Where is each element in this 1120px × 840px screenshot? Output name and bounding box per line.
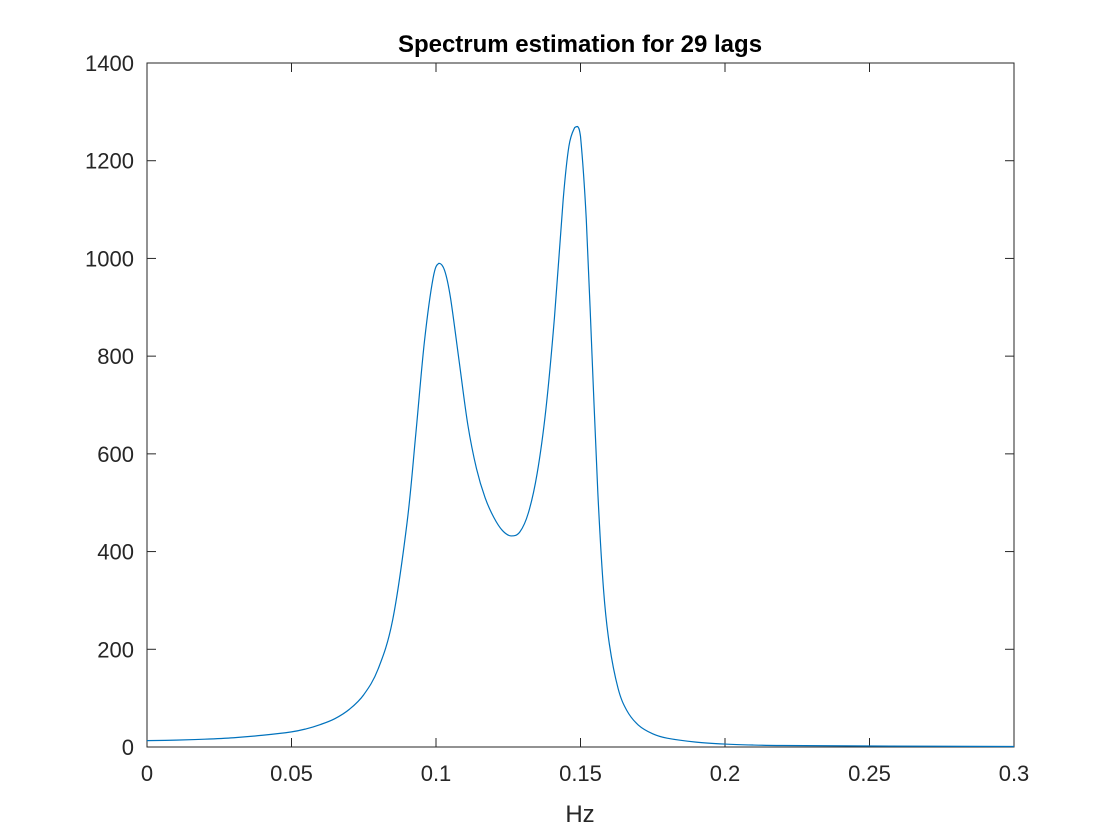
y-tick-label: 1000 — [85, 246, 134, 271]
y-tick-label: 800 — [97, 344, 134, 369]
plot-axes: 0 0.05 0.1 0.15 0.2 0.25 0.3 0 200 400 600 800 1000 1… — [85, 51, 1029, 786]
y-tick-label: 1200 — [85, 149, 134, 174]
x-tick-label: 0 — [141, 761, 153, 786]
x-axis-label: Hz — [565, 801, 594, 828]
spectrum-line — [146, 125, 1015, 748]
plot-box — [146, 62, 1015, 748]
x-tick-label: 0.2 — [710, 761, 741, 786]
x-tick-label: 0.1 — [421, 761, 452, 786]
x-tick-label: 0.15 — [559, 761, 602, 786]
y-tick-label: 600 — [97, 442, 134, 467]
x-tick-label: 0.05 — [270, 761, 313, 786]
x-tick-label: 0.3 — [999, 761, 1030, 786]
y-tick-label: 400 — [97, 540, 134, 565]
y-tick-label: 0 — [122, 735, 134, 760]
series-group — [146, 125, 1015, 748]
x-tick-label: 0.25 — [848, 761, 891, 786]
chart-title: Spectrum estimation for 29 lags — [398, 31, 762, 58]
y-tick-label: 200 — [97, 637, 134, 662]
y-tick-label: 1400 — [85, 51, 134, 76]
